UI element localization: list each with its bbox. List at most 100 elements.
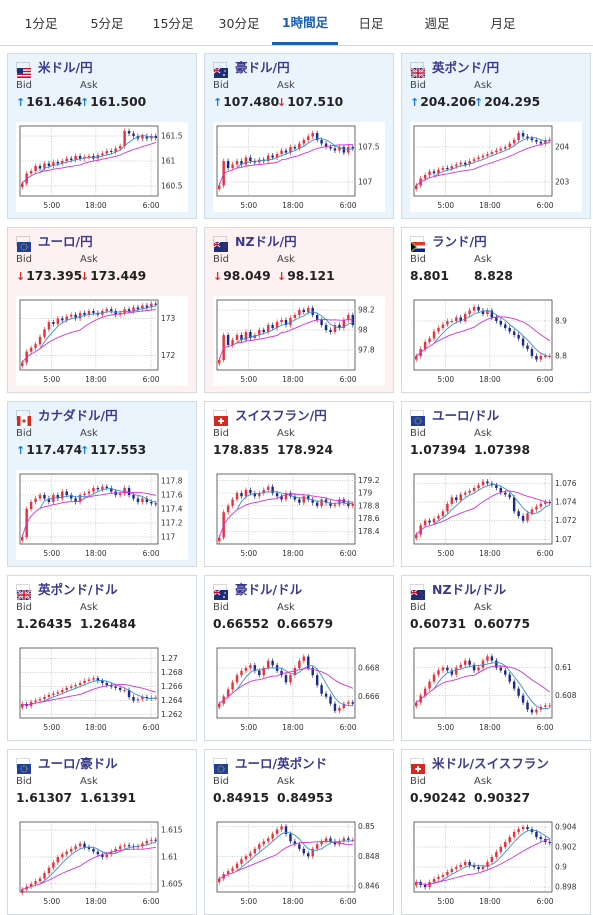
currency-card[interactable]: ユーロ/円 Bid Ask ↓ 173.395 ↓ 173.449 173 172 5:… bbox=[7, 227, 197, 393]
currency-card[interactable]: 米ドル/スイスフラン Bid Ask 0.90242 0.90327 0.904… bbox=[401, 749, 591, 915]
price-chart[interactable]: 204 203 5:00 18:00 6:00 bbox=[410, 122, 582, 212]
pair-name[interactable]: 英ポンド/ドル bbox=[38, 582, 118, 597]
pair-name[interactable]: 豪ドル/円 bbox=[235, 60, 290, 75]
candle bbox=[477, 667, 480, 671]
card-header: 英ポンド/円 bbox=[410, 59, 582, 79]
currency-card[interactable]: 英ポンド/円 Bid Ask ↑ 204.206 ↑ 204.295 204 203 5… bbox=[401, 53, 591, 219]
price-values: 0.60731 0.60775 bbox=[410, 616, 582, 632]
pair-name[interactable]: スイスフラン/円 bbox=[235, 408, 327, 423]
price-chart[interactable]: 173 172 5:00 18:00 6:00 bbox=[16, 296, 188, 386]
price-values: ↓ 98.049 ↓ 98.121 bbox=[213, 268, 385, 284]
price-chart[interactable]: 0.85 0.848 0.846 5:00 18:00 6:00 bbox=[213, 818, 385, 908]
y-tick-label: 117 bbox=[161, 533, 176, 542]
pair-name[interactable]: ユーロ/英ポンド bbox=[235, 756, 328, 771]
currency-card[interactable]: 英ポンド/ドル Bid Ask 1.26435 1.26484 1.27 1.26… bbox=[7, 575, 197, 741]
tab-0[interactable]: 1分足 bbox=[24, 16, 58, 31]
ask-price: 204.295 bbox=[484, 95, 541, 109]
candlestick-chart: 0.85 0.848 0.846 5:00 18:00 6:00 bbox=[216, 821, 380, 906]
currency-card[interactable]: カナダドル/円 Bid Ask ↑ 117.474 ↑ 117.553 117.8 1… bbox=[7, 401, 197, 567]
pair-name[interactable]: 米ドル/スイスフラン bbox=[432, 756, 549, 771]
pair-name[interactable]: カナダドル/円 bbox=[38, 408, 118, 423]
pair-name[interactable]: 米ドル/円 bbox=[38, 60, 93, 75]
candle bbox=[450, 166, 454, 169]
candlestick-chart: 1.076 1.074 1.072 1.07 5:00 18:00 6:00 bbox=[413, 473, 577, 558]
candle bbox=[136, 699, 140, 701]
candlestick-chart: 107.5 107 5:00 18:00 6:00 bbox=[216, 125, 380, 210]
ask-price-wrap: ↑ 161.500 bbox=[80, 95, 146, 109]
candle bbox=[342, 838, 346, 842]
currency-card[interactable]: NZドル/円 Bid Ask ↓ 98.049 ↓ 98.121 98.2 98 97.… bbox=[204, 227, 394, 393]
candle bbox=[92, 678, 95, 680]
candle bbox=[311, 308, 314, 315]
candle bbox=[235, 335, 239, 340]
tab-3[interactable]: 30分足 bbox=[218, 16, 260, 31]
candle bbox=[320, 685, 323, 694]
price-chart[interactable]: 0.904 0.902 0.9 0.898 5:00 18:00 6:00 bbox=[410, 818, 582, 908]
candle bbox=[226, 161, 230, 168]
candle bbox=[266, 155, 270, 161]
candle bbox=[459, 865, 462, 867]
candle bbox=[512, 681, 516, 689]
currency-card[interactable]: ユーロ/ドル Bid Ask 1.07394 1.07398 1.076 1.07… bbox=[401, 401, 591, 567]
pair-name[interactable]: 英ポンド/円 bbox=[432, 60, 500, 75]
x-tick-label: 6:00 bbox=[143, 897, 160, 906]
tab-2[interactable]: 15分足 bbox=[152, 16, 194, 31]
price-chart[interactable]: 179.2 179 178.8 178.6 178.4 5:00 18:00 6:00 bbox=[213, 470, 385, 560]
candle bbox=[266, 660, 270, 668]
price-chart[interactable]: 107.5 107 5:00 18:00 6:00 bbox=[213, 122, 385, 212]
bid-price-wrap: ↑ 204.206 bbox=[410, 95, 476, 109]
tab-6[interactable]: 週足 bbox=[424, 16, 450, 31]
candle bbox=[289, 318, 292, 325]
candle bbox=[123, 690, 126, 691]
candle bbox=[428, 171, 431, 175]
candle bbox=[78, 312, 82, 319]
tab-5[interactable]: 日足 bbox=[358, 16, 384, 31]
price-labels: Bid Ask bbox=[213, 80, 385, 92]
bid-price-wrap: 0.90242 bbox=[410, 791, 474, 805]
pair-name[interactable]: ユーロ/豪ドル bbox=[38, 756, 118, 771]
candle bbox=[145, 136, 149, 139]
card-header: NZドル/ドル bbox=[410, 581, 582, 600]
candle bbox=[258, 493, 261, 497]
currency-card[interactable]: ユーロ/豪ドル Bid Ask 1.61307 1.61391 1.615 1.6… bbox=[7, 749, 197, 915]
pair-name[interactable]: NZドル/円 bbox=[235, 234, 297, 249]
price-chart[interactable]: 1.27 1.268 1.266 1.264 1.262 5:00 18:00 6:00 bbox=[16, 644, 188, 734]
plot-area bbox=[413, 125, 553, 197]
pair-name[interactable]: ランド/円 bbox=[432, 234, 487, 249]
currency-card[interactable]: 米ドル/円 Bid Ask ↑ 161.464 ↑ 161.500 161.5 161… bbox=[7, 53, 197, 219]
price-chart[interactable]: 8.9 8.8 5:00 18:00 6:00 bbox=[410, 296, 582, 386]
price-chart[interactable]: 0.61 0.608 5:00 18:00 6:00 bbox=[410, 644, 582, 734]
currency-card[interactable]: 豪ドル/ドル Bid Ask 0.66552 0.66579 0.668 0.66… bbox=[204, 575, 394, 741]
currency-card[interactable]: ランド/円 Bid Ask 8.801 8.828 8.9 8.8 5:00 18:0… bbox=[401, 227, 591, 393]
tab-7[interactable]: 月足 bbox=[490, 16, 516, 31]
price-chart[interactable]: 117.8 117.6 117.4 117.2 117 5:00 18:00 6:00 bbox=[16, 470, 188, 560]
candle bbox=[432, 171, 436, 174]
currency-card[interactable]: NZドル/ドル Bid Ask 0.60731 0.60775 0.61 0.60… bbox=[401, 575, 591, 741]
candle bbox=[526, 827, 529, 829]
x-tick-label: 5:00 bbox=[240, 375, 257, 384]
currency-card[interactable]: スイスフラン/円 Bid Ask 178.835 178.924 179.2 17… bbox=[204, 401, 394, 567]
tab-4[interactable]: 1時間足 bbox=[272, 0, 338, 45]
ask-price: 0.60775 bbox=[474, 617, 531, 631]
price-chart[interactable]: 1.076 1.074 1.072 1.07 5:00 18:00 6:00 bbox=[410, 470, 582, 560]
price-chart[interactable]: 0.668 0.666 5:00 18:00 6:00 bbox=[213, 644, 385, 734]
price-chart[interactable]: 161.5 161 160.5 5:00 18:00 6:00 bbox=[16, 122, 188, 212]
price-chart[interactable]: 1.615 1.61 1.605 5:00 18:00 6:00 bbox=[16, 818, 188, 908]
candle bbox=[441, 168, 445, 170]
candle bbox=[226, 505, 230, 513]
candle bbox=[351, 702, 354, 704]
arrow-up-icon: ↑ bbox=[213, 95, 223, 109]
candle bbox=[307, 308, 310, 312]
pair-name[interactable]: 豪ドル/ドル bbox=[235, 582, 303, 597]
pair-name[interactable]: ユーロ/ドル bbox=[432, 408, 500, 423]
currency-card[interactable]: 豪ドル/円 Bid Ask ↑ 107.480 ↓ 107.510 107.5 107… bbox=[204, 53, 394, 219]
pair-name[interactable]: NZドル/ドル bbox=[432, 582, 507, 597]
x-tick-label: 5:00 bbox=[437, 375, 454, 384]
pair-name[interactable]: ユーロ/円 bbox=[38, 234, 93, 249]
candle bbox=[266, 486, 270, 490]
price-chart[interactable]: 98.2 98 97.8 5:00 18:00 6:00 bbox=[213, 296, 385, 386]
candle bbox=[298, 499, 301, 503]
candle bbox=[320, 499, 323, 506]
tab-1[interactable]: 5分足 bbox=[90, 16, 124, 31]
currency-card[interactable]: ユーロ/英ポンド Bid Ask 0.84915 0.84953 0.85 0.8… bbox=[204, 749, 394, 915]
